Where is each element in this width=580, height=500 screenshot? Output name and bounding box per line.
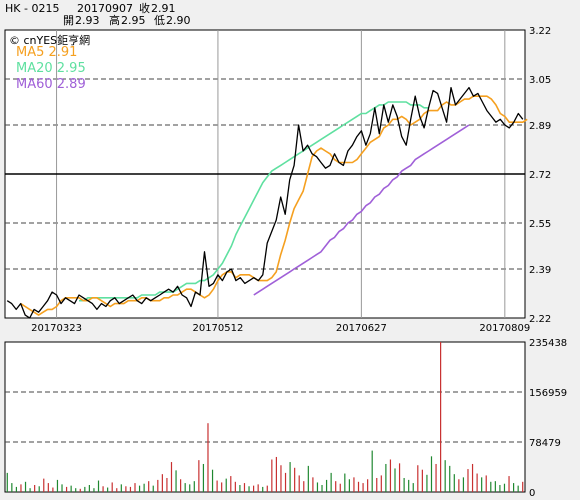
price-y-tick-label: 2.89 xyxy=(529,121,551,132)
date-label: 20170907 xyxy=(77,2,133,15)
volume-y-tick-label: 0 xyxy=(529,488,535,499)
price-series xyxy=(6,86,528,319)
legend-entry: MA5 2.91 xyxy=(16,45,77,60)
price-x-tick-label: 20170512 xyxy=(192,323,243,334)
series-line-ma20 xyxy=(79,101,429,302)
symbol-label: HK - 0215 xyxy=(5,2,59,15)
watermark-label: © cnYES鉅亨網 xyxy=(9,33,90,47)
close-caption: 收 xyxy=(139,1,150,15)
price-y-tick-label: 3.05 xyxy=(529,75,551,86)
open-value: 2.93 xyxy=(75,14,100,27)
series-line-ma5 xyxy=(20,95,528,316)
price-x-tick-label: 20170627 xyxy=(336,323,387,334)
series-line-ma60 xyxy=(253,124,470,296)
legend-entry: MA20 2.95 xyxy=(16,61,86,76)
series-line-close xyxy=(6,86,524,319)
low-caption: 低 xyxy=(154,14,165,27)
price-y-ticks: 3.22 3.05 2.89 2.72 2.55 2.39 2.22 xyxy=(529,26,551,325)
price-y-tick-label: 2.22 xyxy=(529,314,551,325)
legend-entry: MA60 2.89 xyxy=(16,77,86,92)
price-y-tick-label: 3.22 xyxy=(529,26,551,37)
high-caption: 高 xyxy=(109,13,120,27)
close-value: 2.91 xyxy=(151,2,176,15)
volume-grid xyxy=(5,391,525,443)
volume-y-ticks: 235438 156959 78479 0 xyxy=(529,338,567,499)
volume-y-tick-label: 78479 xyxy=(529,438,561,449)
volume-y-tick-label: 235438 xyxy=(529,338,567,349)
high-value: 2.95 xyxy=(121,14,146,27)
price-x-ticks: 20170323 20170512 20170627 20170809 xyxy=(31,323,530,334)
volume-plot-area xyxy=(4,341,526,493)
volume-bars xyxy=(6,342,524,492)
price-x-tick-label: 20170323 xyxy=(31,323,82,334)
price-y-tick-label: 2.72 xyxy=(529,170,551,181)
price-y-tick-label: 2.55 xyxy=(529,219,551,230)
open-caption: 開 xyxy=(63,14,74,27)
chart-header: HK - 0215 20170907 收 2.91 開 2.93 高 2.95 … xyxy=(5,1,191,27)
volume-y-tick-label: 156959 xyxy=(529,388,567,399)
volume-panel: 235438 156959 78479 0 xyxy=(4,338,567,499)
price-x-tick-label: 20170809 xyxy=(479,323,530,334)
low-value: 2.90 xyxy=(166,14,191,27)
price-y-tick-label: 2.39 xyxy=(529,265,551,276)
